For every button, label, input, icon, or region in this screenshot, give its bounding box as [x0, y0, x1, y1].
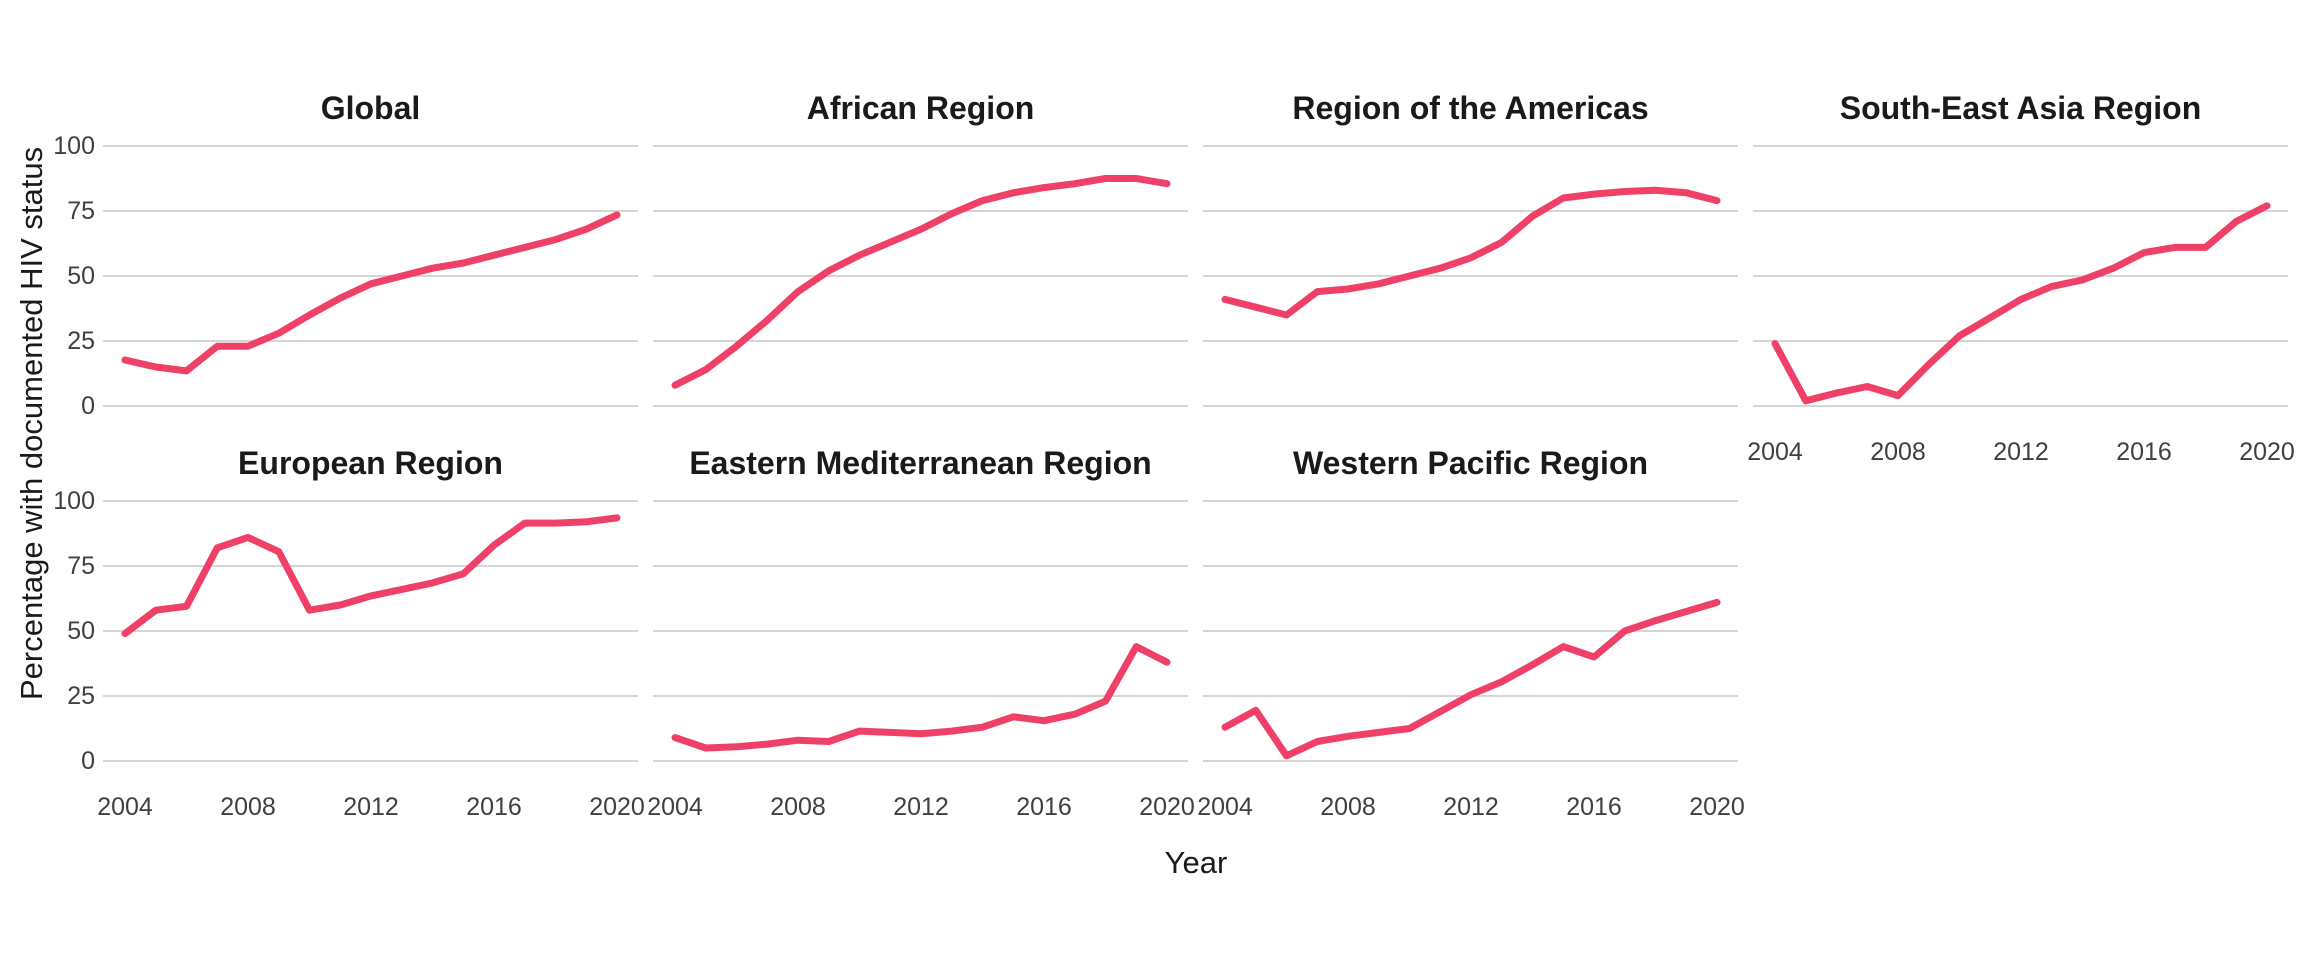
y-tick-label: 75	[67, 552, 95, 580]
facet-title: South-East Asia Region	[1839, 90, 2202, 126]
y-tick-label: 25	[67, 327, 95, 355]
x-tick-label: 2016	[2116, 438, 2172, 466]
x-tick-label: 2008	[220, 793, 276, 821]
y-tick-label: 100	[53, 487, 95, 515]
x-tick-label: 2004	[97, 793, 153, 821]
facet-panel	[103, 145, 638, 407]
data-line	[1771, 202, 2271, 405]
x-tick-label: 2008	[770, 793, 826, 821]
x-tick-label: 2016	[1566, 793, 1622, 821]
facet-title: Global	[320, 90, 421, 126]
facet-panel	[1753, 145, 2288, 407]
y-tick-label: 50	[67, 617, 95, 645]
facet-panel	[1203, 145, 1738, 407]
x-tick-label: 2012	[1443, 793, 1499, 821]
y-tick-label: 100	[53, 132, 95, 160]
x-tick-label: 2016	[1016, 793, 1072, 821]
x-tick-label: 2020	[2239, 438, 2295, 466]
data-line	[1221, 598, 1721, 760]
x-tick-label: 2004	[1197, 793, 1253, 821]
data-line	[671, 643, 1171, 752]
data-line	[1221, 186, 1721, 319]
x-tick-label: 2020	[589, 793, 645, 821]
data-line	[121, 514, 621, 638]
facet-title: Region of the Americas	[1292, 90, 1649, 126]
facet-title: African Region	[806, 90, 1035, 126]
x-axis-title: Year	[1164, 845, 1228, 880]
x-tick-label: 2008	[1320, 793, 1376, 821]
x-tick-label: 2016	[466, 793, 522, 821]
data-line	[121, 211, 621, 375]
facet-panel	[1203, 500, 1738, 762]
y-tick-label: 50	[67, 262, 95, 290]
y-tick-label: 25	[67, 682, 95, 710]
y-tick-label: 0	[81, 747, 95, 775]
y-tick-label: 75	[67, 197, 95, 225]
x-tick-label: 2012	[343, 793, 399, 821]
facet-panel	[653, 500, 1188, 762]
x-tick-label: 2008	[1870, 438, 1926, 466]
facet-title: Western Pacific Region	[1292, 445, 1649, 481]
y-tick-label: 0	[81, 392, 95, 420]
x-tick-label: 2012	[1993, 438, 2049, 466]
x-tick-label: 2020	[1689, 793, 1745, 821]
facet-panel	[653, 145, 1188, 407]
y-axis-title: Percentage with documented HIV status	[14, 146, 49, 700]
facet-panel	[103, 500, 638, 762]
x-tick-label: 2004	[1747, 438, 1803, 466]
facet-title: European Region	[238, 445, 503, 481]
data-line	[671, 175, 1171, 389]
facet-title: Eastern Mediterranean Region	[689, 445, 1152, 481]
x-tick-label: 2004	[647, 793, 703, 821]
x-tick-label: 2020	[1139, 793, 1195, 821]
x-tick-label: 2012	[893, 793, 949, 821]
